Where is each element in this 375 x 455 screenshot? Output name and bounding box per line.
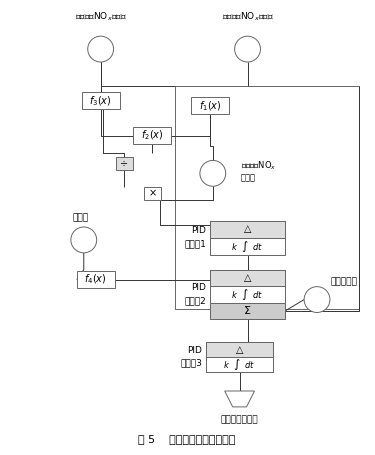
Bar [210,221,285,238]
Text: 喷氨调节阀输出: 喷氨调节阀输出 [221,415,258,425]
Bar [144,187,161,200]
Text: $f_1(x)$: $f_1(x)$ [198,99,221,112]
Text: PID: PID [192,227,206,236]
Text: 实际喷氨量: 实际喷氨量 [331,277,358,286]
Text: 调节器2: 调节器2 [184,296,206,305]
Text: Σ: Σ [244,306,251,316]
Text: 烟囱入口NO$_x$: 烟囱入口NO$_x$ [241,159,276,172]
Bar [134,127,171,144]
Circle shape [235,36,261,62]
Text: 烟囱入口NO$_x$实际值: 烟囱入口NO$_x$实际值 [75,10,126,23]
Text: ×: × [148,188,156,198]
Bar [210,238,285,255]
Text: △: △ [244,224,251,234]
Text: 图 5    新喷氨调节阀控制逻辑: 图 5 新喷氨调节阀控制逻辑 [138,434,236,444]
Text: $f_2(x)$: $f_2(x)$ [141,129,164,142]
Text: $k$  $\int$  $dt$: $k$ $\int$ $dt$ [231,239,264,254]
Text: 设定值: 设定值 [241,174,256,183]
Bar [206,342,273,372]
Text: 调节器3: 调节器3 [180,359,202,368]
Bar [210,270,285,319]
Bar [77,271,114,288]
Text: △: △ [244,273,251,283]
Circle shape [71,227,97,253]
Bar [210,286,285,303]
Text: ÷: ÷ [120,158,129,168]
Text: 脱硝出口NO$_x$实际值: 脱硝出口NO$_x$实际值 [222,10,273,23]
Circle shape [304,287,330,313]
Text: 调节器1: 调节器1 [184,239,206,248]
Bar [210,270,285,286]
Text: PID: PID [187,346,202,355]
Bar [175,86,359,309]
Bar [206,357,273,372]
Bar [210,221,285,255]
Bar [210,303,285,319]
Circle shape [88,36,114,62]
Text: $f_4(x)$: $f_4(x)$ [84,273,107,287]
Circle shape [200,161,226,186]
Polygon shape [225,391,255,407]
Text: $k$  $\int$  $dt$: $k$ $\int$ $dt$ [231,287,264,302]
Text: PID: PID [192,283,206,292]
Bar [191,97,229,114]
Text: $k$  $\int$  $dt$: $k$ $\int$ $dt$ [224,357,256,372]
Text: $f_3(x)$: $f_3(x)$ [89,94,112,107]
Bar [116,157,133,170]
Text: 总风量: 总风量 [73,213,89,222]
Bar [82,92,120,109]
Bar [206,342,273,357]
Text: △: △ [236,345,243,355]
